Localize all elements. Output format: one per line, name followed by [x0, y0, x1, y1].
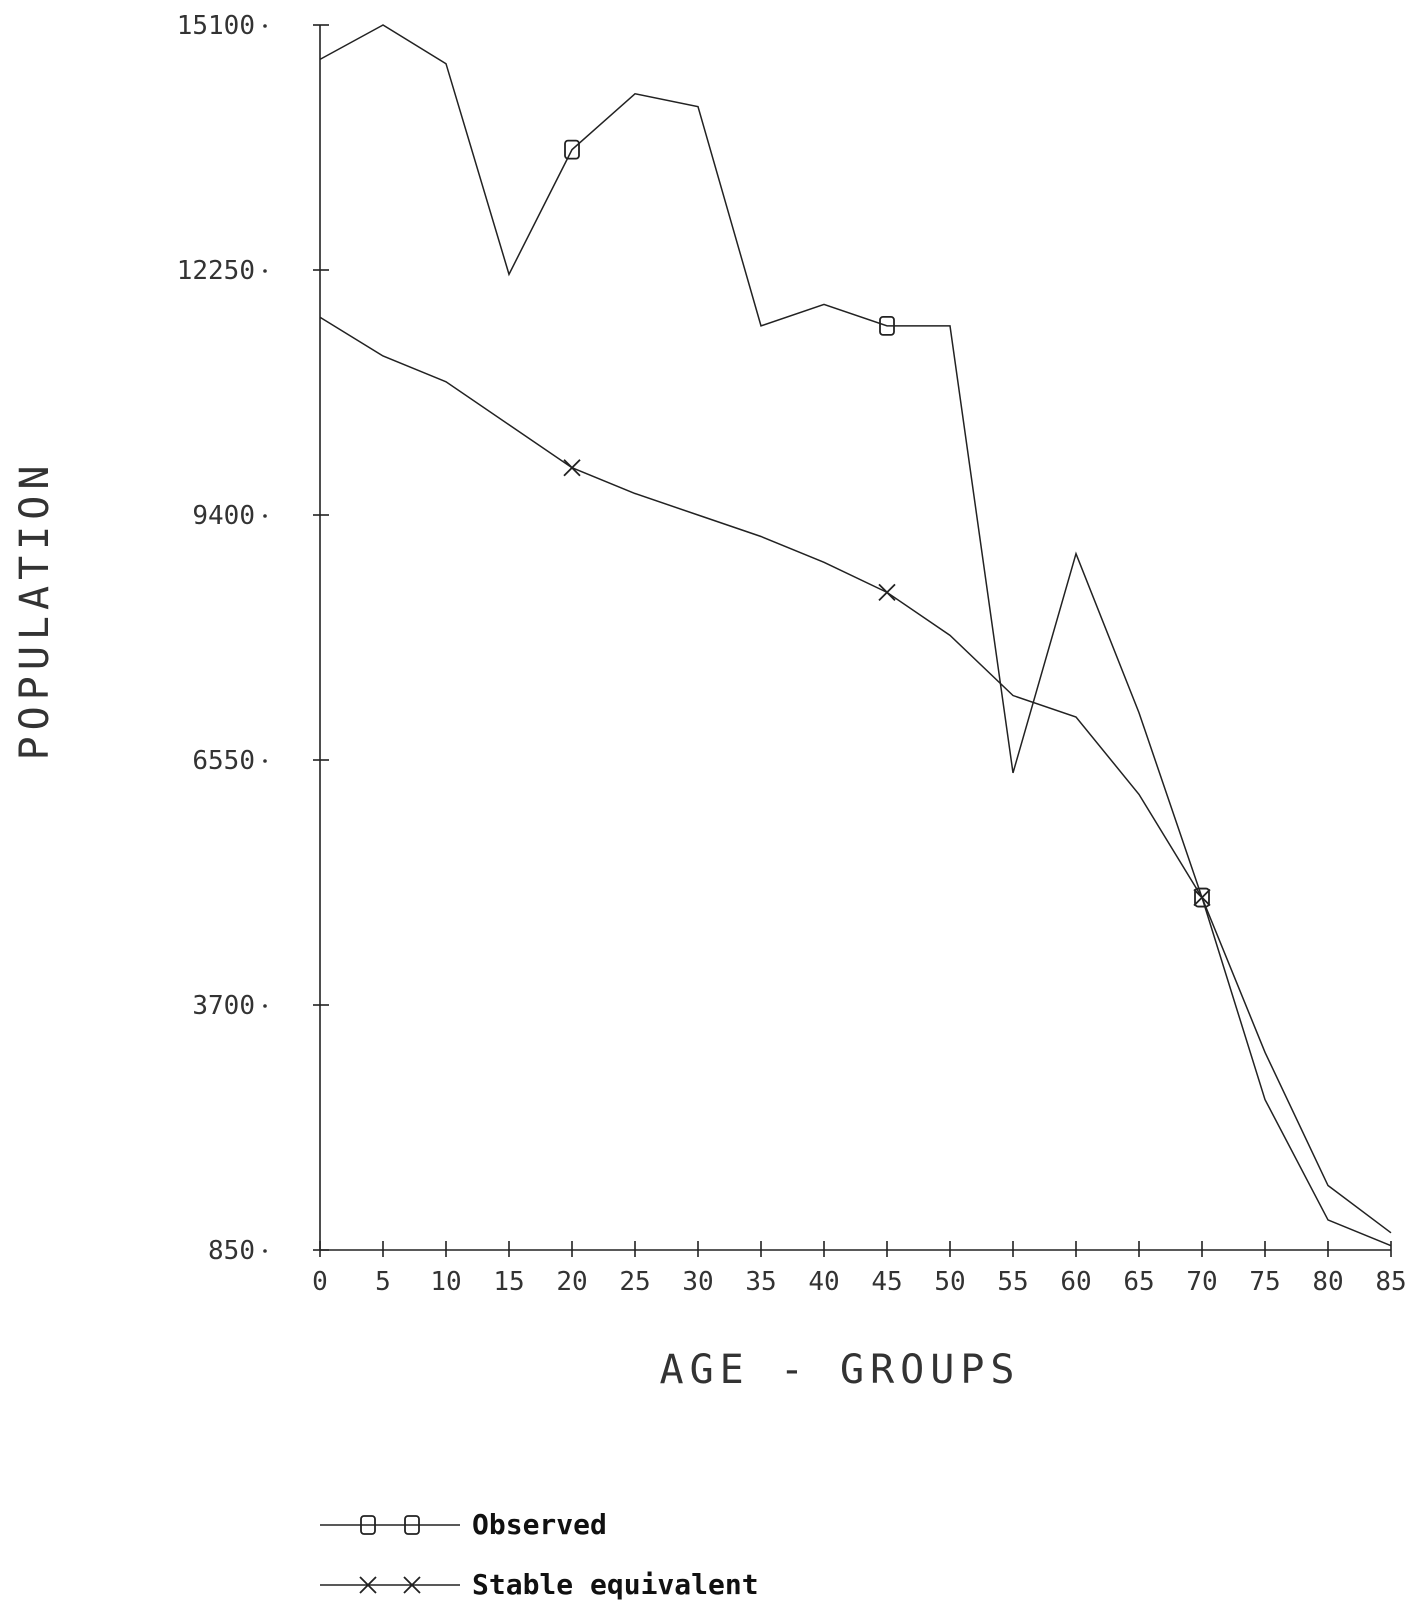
x-tick-label: 60 [1060, 1267, 1091, 1297]
x-tick-label: 5 [375, 1267, 391, 1297]
x-tick-label: 55 [997, 1267, 1028, 1297]
x-tick-label: 45 [871, 1267, 902, 1297]
x-tick-label: 65 [1123, 1267, 1154, 1297]
y-tick-label: 9400 [192, 501, 255, 531]
legend-label: Observed [472, 1508, 607, 1541]
legend-x-marker [359, 1576, 377, 1594]
x-marker [1193, 888, 1211, 907]
x-tick-label: 15 [493, 1267, 524, 1297]
legend-item-observed: Observed [320, 1508, 607, 1541]
x-tick-label: 0 [312, 1267, 328, 1297]
x-marker [563, 459, 581, 477]
y-tick-dot [263, 1249, 267, 1253]
y-tick-label: 850 [208, 1236, 255, 1266]
y-tick-dot [263, 269, 267, 273]
y-axis-title: POPULATION [12, 460, 58, 761]
y-tick-label: 6550 [192, 746, 255, 776]
x-tick-label: 80 [1312, 1267, 1343, 1297]
legend-x-marker [403, 1576, 421, 1594]
y-tick-dot [263, 514, 267, 518]
x-tick-label: 35 [745, 1267, 776, 1297]
x-tick-label: 40 [808, 1267, 839, 1297]
y-tick-dot [263, 759, 267, 763]
y-tick-dot [263, 24, 267, 28]
series-observed [319, 24, 1392, 1247]
x-tick-label: 70 [1186, 1267, 1217, 1297]
square-marker [879, 315, 895, 336]
legend: Observed Stable equivalent [320, 1508, 759, 1600]
y-tick-label: 15100 [177, 11, 255, 41]
x-tick-label: 10 [430, 1267, 461, 1297]
y-tick-dot [263, 1004, 267, 1008]
y-tick-label: 3700 [192, 991, 255, 1021]
series-stable-equivalent [319, 316, 1392, 1234]
legend-item-stable-equivalent: Stable equivalent [320, 1568, 759, 1600]
y-tick-label: 12250 [177, 256, 255, 286]
series-line [319, 24, 1392, 1247]
x-tick-label: 20 [556, 1267, 587, 1297]
x-tick-label: 25 [619, 1267, 650, 1297]
legend-square-marker [404, 1515, 420, 1535]
x-ticks: 0 5 10 15 20 25 30 35 40 45 50 55 60 65 70 75 80 85 [312, 1241, 1407, 1297]
square-marker [564, 139, 580, 160]
x-tick-label: 50 [934, 1267, 965, 1297]
x-tick-label: 30 [682, 1267, 713, 1297]
x-tick-label: 85 [1375, 1267, 1406, 1297]
series-layer [319, 24, 1392, 1247]
x-marker [878, 583, 896, 602]
square-marker [1194, 887, 1210, 908]
legend-label: Stable equivalent [472, 1568, 759, 1600]
y-ticks: 15100 12250 9400 6550 3700 850 [177, 11, 329, 1266]
series-line [319, 316, 1392, 1234]
legend-square-marker [360, 1515, 376, 1535]
x-axis-title: AGE - GROUPS [660, 1347, 1021, 1393]
x-tick-label: 75 [1249, 1267, 1280, 1297]
